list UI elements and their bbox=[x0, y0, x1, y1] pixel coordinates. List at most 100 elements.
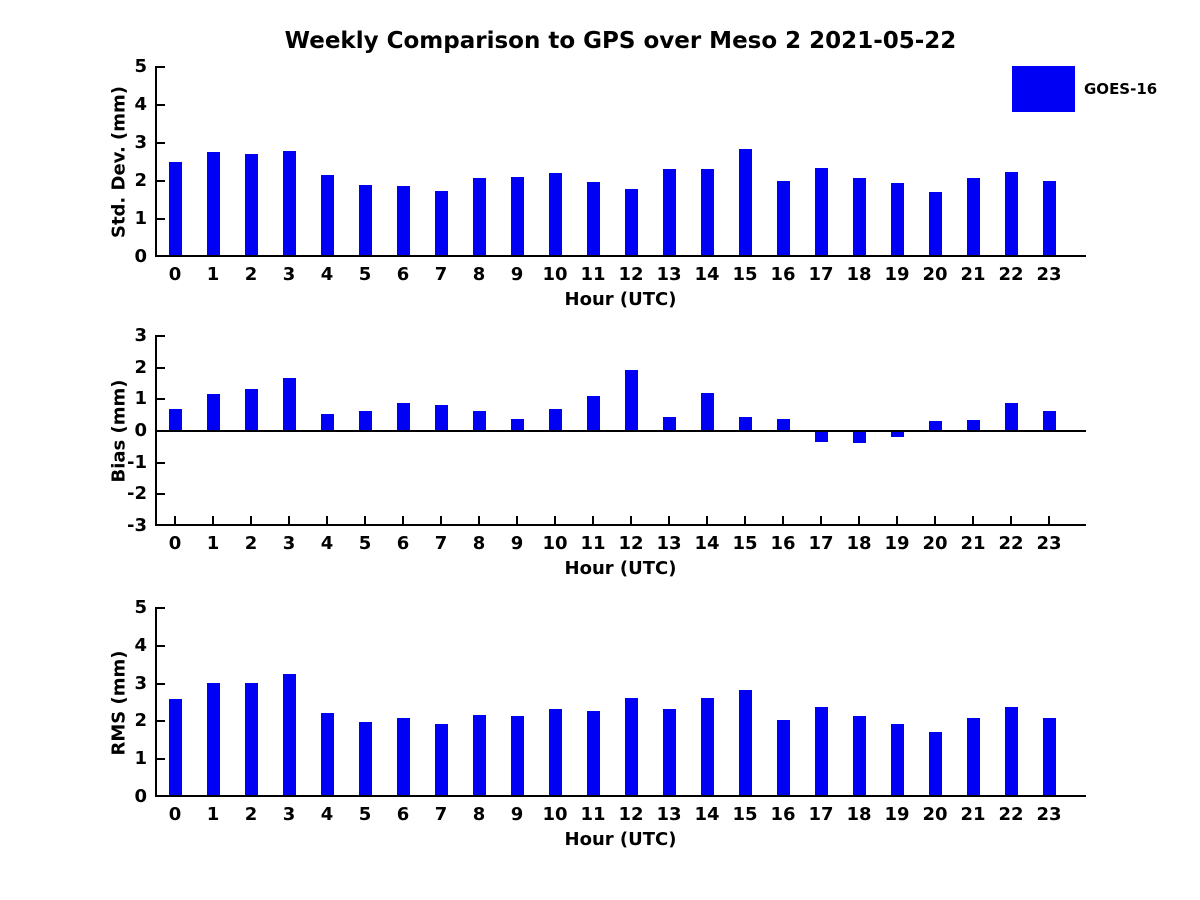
bar-hour-18 bbox=[852, 431, 866, 444]
bar-hour-13 bbox=[662, 169, 676, 255]
x-tick-label: 18 bbox=[846, 804, 872, 825]
bar-hour-2 bbox=[244, 389, 258, 431]
x-tick-label: 8 bbox=[472, 264, 486, 285]
y-tick-label: 4 bbox=[134, 94, 147, 115]
x-axis-line bbox=[155, 255, 1086, 257]
bar-hour-18 bbox=[852, 177, 866, 255]
bar-hour-19 bbox=[890, 431, 904, 437]
bar-hour-11 bbox=[586, 181, 600, 255]
chart-title: Weekly Comparison to GPS over Meso 2 202… bbox=[284, 28, 957, 54]
bar-hour-0 bbox=[168, 699, 182, 795]
bar-hour-19 bbox=[890, 723, 904, 795]
y-tick bbox=[155, 607, 165, 609]
bar-hour-20 bbox=[928, 420, 942, 431]
x-tick-label: 5 bbox=[358, 264, 372, 285]
bar-hour-4 bbox=[320, 712, 334, 795]
y-axis-label: Bias (mm) bbox=[108, 379, 130, 483]
x-tick-label: 3 bbox=[282, 533, 296, 554]
y-tick-label: 2 bbox=[134, 170, 147, 191]
y-tick-label: 2 bbox=[134, 356, 147, 378]
bar-hour-15 bbox=[738, 417, 752, 431]
x-tick bbox=[478, 516, 480, 526]
x-tick-label: 7 bbox=[434, 804, 448, 825]
bar-hour-4 bbox=[320, 174, 334, 255]
bar-hour-17 bbox=[814, 431, 828, 443]
x-axis-line bbox=[155, 795, 1086, 797]
bar-hour-12 bbox=[624, 189, 638, 255]
x-tick-label: 19 bbox=[884, 804, 910, 825]
y-tick-label: 3 bbox=[134, 132, 147, 153]
x-tick bbox=[212, 516, 214, 526]
y-tick bbox=[155, 66, 165, 68]
bar-hour-23 bbox=[1042, 181, 1056, 255]
y-tick bbox=[155, 335, 165, 337]
bar-hour-22 bbox=[1004, 402, 1018, 431]
bar-hour-12 bbox=[624, 697, 638, 795]
bar-hour-23 bbox=[1042, 411, 1056, 431]
x-tick-label: 5 bbox=[358, 804, 372, 825]
x-tick-label: 14 bbox=[694, 533, 720, 554]
x-tick bbox=[896, 516, 898, 526]
bar-hour-3 bbox=[282, 378, 296, 431]
bar-hour-6 bbox=[396, 185, 410, 255]
bar-hour-7 bbox=[434, 723, 448, 795]
x-tick bbox=[630, 516, 632, 526]
bar-hour-7 bbox=[434, 404, 448, 431]
bar-hour-21 bbox=[966, 420, 980, 431]
x-tick-label: 12 bbox=[618, 533, 644, 554]
bar-hour-11 bbox=[586, 396, 600, 431]
bar-hour-19 bbox=[890, 183, 904, 255]
x-tick bbox=[402, 516, 404, 526]
x-tick-label: 12 bbox=[618, 804, 644, 825]
x-tick-label: 1 bbox=[206, 533, 220, 554]
x-tick-label: 13 bbox=[656, 804, 682, 825]
y-tick-label: 3 bbox=[134, 672, 147, 694]
legend: GOES-16 bbox=[1012, 66, 1157, 112]
x-tick bbox=[972, 516, 974, 526]
bar-hour-10 bbox=[548, 709, 562, 795]
y-tick bbox=[155, 398, 165, 401]
y-tick-label: -2 bbox=[127, 483, 147, 505]
x-tick-label: 18 bbox=[846, 264, 872, 285]
bar-hour-13 bbox=[662, 416, 676, 431]
bar-hour-18 bbox=[852, 716, 866, 795]
y-tick bbox=[155, 461, 165, 464]
x-tick-label: 21 bbox=[960, 804, 986, 825]
bar-hour-6 bbox=[396, 717, 410, 795]
bar-hour-16 bbox=[776, 720, 790, 795]
bar-hour-16 bbox=[776, 180, 790, 255]
bar-hour-6 bbox=[396, 402, 410, 431]
y-tick bbox=[155, 218, 165, 220]
x-tick-label: 2 bbox=[244, 533, 258, 554]
x-tick-label: 4 bbox=[320, 804, 334, 825]
bar-hour-9 bbox=[510, 177, 524, 255]
x-axis-label: Hour (UTC) bbox=[564, 829, 677, 850]
x-tick-label: 23 bbox=[1036, 804, 1062, 825]
x-tick-label: 6 bbox=[396, 264, 410, 285]
bar-hour-7 bbox=[434, 190, 448, 255]
x-tick-label: 6 bbox=[396, 533, 410, 554]
bar-hour-17 bbox=[814, 707, 828, 795]
x-axis-label: Hour (UTC) bbox=[564, 558, 677, 579]
x-tick-label: 10 bbox=[542, 804, 568, 825]
x-tick bbox=[364, 516, 366, 526]
bar-hour-14 bbox=[700, 697, 714, 795]
y-axis-label: Std. Dev. (mm) bbox=[108, 85, 130, 239]
y-tick-label: 3 bbox=[134, 325, 147, 346]
y-tick-label: 0 bbox=[134, 246, 147, 267]
x-tick-label: 19 bbox=[884, 533, 910, 554]
x-tick-label: 15 bbox=[732, 533, 758, 554]
x-tick-label: 7 bbox=[434, 264, 448, 285]
x-tick-label: 14 bbox=[694, 804, 720, 825]
y-tick bbox=[155, 366, 165, 369]
zero-line bbox=[155, 430, 1086, 432]
y-axis-line bbox=[155, 67, 157, 257]
x-tick-label: 22 bbox=[998, 264, 1024, 285]
bar-hour-0 bbox=[168, 408, 182, 431]
x-tick bbox=[288, 516, 290, 526]
x-tick-label: 21 bbox=[960, 533, 986, 554]
y-axis-label: RMS (mm) bbox=[108, 650, 130, 755]
x-tick-label: 1 bbox=[206, 804, 220, 825]
y-tick bbox=[155, 720, 165, 723]
x-tick bbox=[592, 516, 594, 526]
